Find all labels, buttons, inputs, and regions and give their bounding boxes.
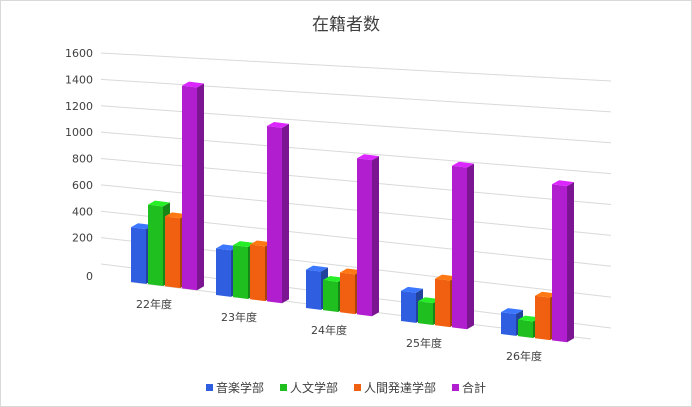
y-tick-label: 1400 <box>65 73 93 86</box>
bar-top <box>340 268 362 275</box>
bar-side <box>372 156 379 317</box>
legend-label: 人文学部 <box>289 381 338 395</box>
y-tick-label: 1200 <box>65 100 93 113</box>
bar-side <box>467 163 474 330</box>
bar-top <box>552 180 574 187</box>
bar-top <box>418 297 440 304</box>
bar <box>435 278 450 328</box>
x-tick-label: 26年度 <box>506 349 542 363</box>
bar <box>131 227 146 284</box>
legend: 音楽学部 人文学部 人間発達学部 合計 <box>1 379 691 396</box>
x-tick-label: 22年度 <box>136 297 172 311</box>
bar <box>165 216 180 289</box>
gridline <box>100 105 612 144</box>
x-tick-label: 23年度 <box>221 310 257 324</box>
bar-top <box>131 223 153 230</box>
bar-side <box>197 83 204 291</box>
x-tick-label: 25年度 <box>406 336 442 350</box>
y-tick-label: 1600 <box>65 47 93 60</box>
bar <box>233 245 248 299</box>
bar-top <box>357 154 379 161</box>
bar <box>501 312 516 336</box>
bar <box>250 244 265 302</box>
plot-area: 1600 1400 1200 1000 800 600 400 200 0 22年度 23年度 24年… <box>65 47 612 363</box>
bar <box>552 184 567 343</box>
bar-top <box>306 265 328 272</box>
bar-side <box>567 182 574 343</box>
bar-top <box>501 308 523 314</box>
y-tick-label: 0 <box>86 270 93 283</box>
y-tick-label: 600 <box>72 179 93 192</box>
legend-item: 人文学部 <box>279 379 338 396</box>
bar-top <box>452 161 474 168</box>
gridline <box>100 52 612 82</box>
bar-top <box>182 81 204 88</box>
legend-swatch <box>354 384 361 391</box>
bar <box>418 301 433 325</box>
bar <box>452 165 467 330</box>
bar-top <box>267 122 289 128</box>
bar <box>182 85 197 291</box>
gridline <box>100 78 612 113</box>
bar <box>148 204 163 286</box>
bar <box>401 290 416 323</box>
bar-top <box>216 244 238 251</box>
legend-item: 音楽学部 <box>205 379 264 396</box>
y-tick-label: 200 <box>72 232 93 245</box>
legend-swatch <box>452 384 460 391</box>
chart-title: 在籍者数 <box>312 15 380 35</box>
y-tick-label: 1000 <box>65 126 93 139</box>
bar-top <box>148 200 170 207</box>
gridline <box>100 131 612 175</box>
bar <box>518 319 533 338</box>
legend-label: 人間発達学部 <box>364 381 437 395</box>
y-tick-label: 800 <box>72 153 93 166</box>
bar <box>357 158 372 317</box>
bar <box>306 269 321 310</box>
bar <box>340 272 355 315</box>
legend-item: 人間発達学部 <box>354 379 436 396</box>
bar <box>216 248 231 297</box>
bar-top <box>401 286 423 293</box>
bar <box>535 295 550 341</box>
bar <box>267 126 282 304</box>
bar-top <box>535 291 557 298</box>
bar <box>323 279 338 312</box>
legend-item: 合計 <box>452 379 486 396</box>
bar-top <box>250 240 272 247</box>
bar-top <box>435 274 457 281</box>
legend-swatch <box>205 384 213 391</box>
x-tick-label: 24年度 <box>311 323 347 337</box>
legend-label: 音楽学部 <box>215 381 264 395</box>
bar-side <box>282 123 289 304</box>
bar-top <box>233 241 255 247</box>
gridline <box>100 158 612 205</box>
bar-top <box>323 275 345 282</box>
bar-top <box>165 212 187 219</box>
bar-top <box>518 315 540 322</box>
legend-swatch <box>279 384 287 391</box>
legend-label: 合計 <box>462 381 487 395</box>
y-tick-label: 400 <box>72 205 93 218</box>
